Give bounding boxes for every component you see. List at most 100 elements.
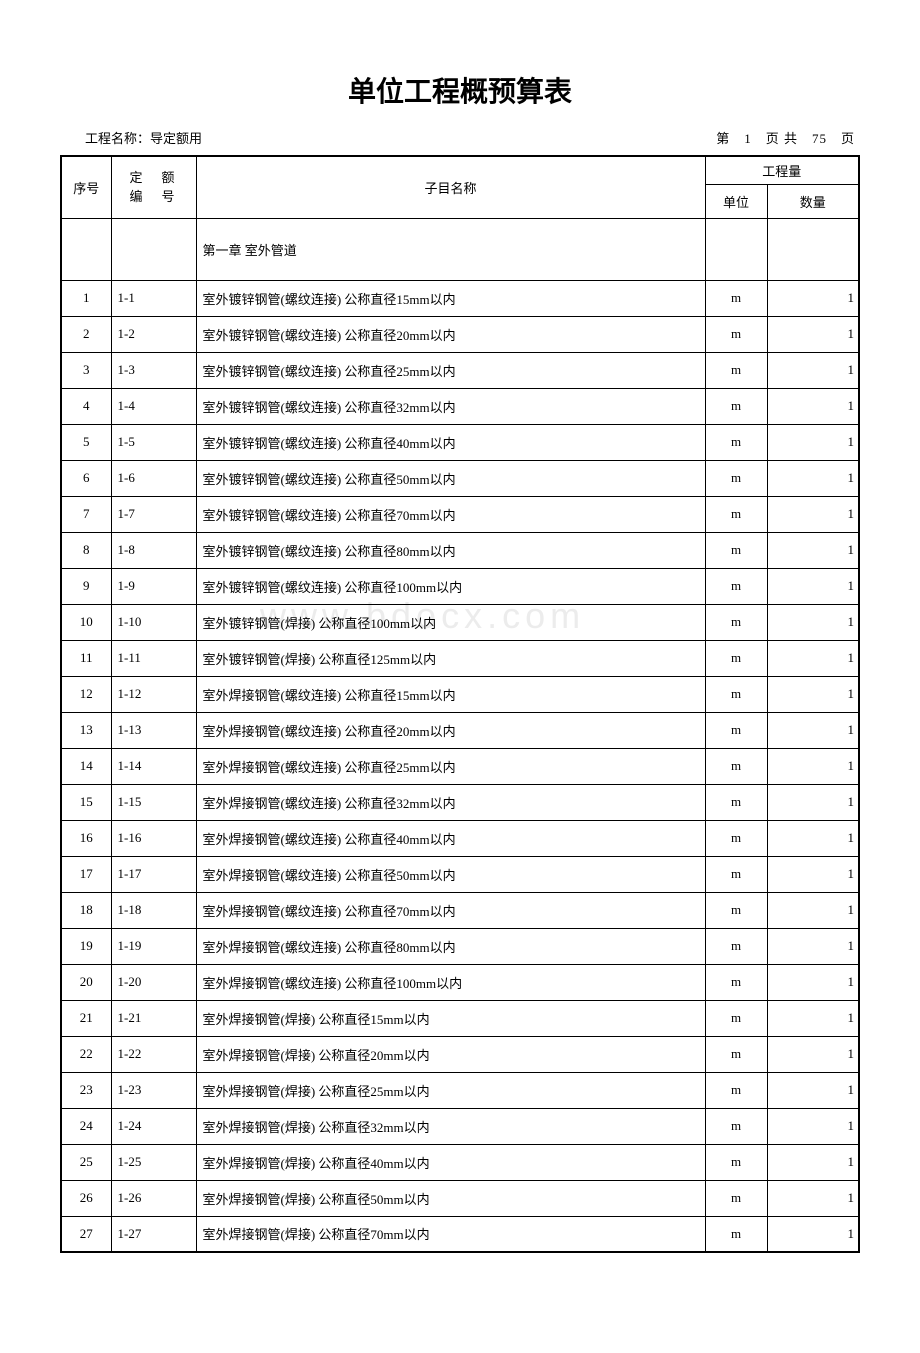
cell-seq: 5 <box>61 424 111 460</box>
th-amount: 数量 <box>767 184 859 218</box>
table-row: 81-8室外镀锌钢管(螺纹连接) 公称直径80mm以内m1 <box>61 532 859 568</box>
cell-seq: 13 <box>61 712 111 748</box>
cell-unit: m <box>705 532 767 568</box>
cell-seq: 26 <box>61 1180 111 1216</box>
cell-name: 室外镀锌钢管(螺纹连接) 公称直径25mm以内 <box>196 352 705 388</box>
table-row: 121-12室外焊接钢管(螺纹连接) 公称直径15mm以内m1 <box>61 676 859 712</box>
cell-amount: 1 <box>767 568 859 604</box>
cell-unit: m <box>705 964 767 1000</box>
cell-unit: m <box>705 1144 767 1180</box>
cell-unit: m <box>705 316 767 352</box>
cell-seq: 18 <box>61 892 111 928</box>
cell-code: 1-15 <box>111 784 196 820</box>
table-row: 111-11室外镀锌钢管(焊接) 公称直径125mm以内m1 <box>61 640 859 676</box>
cell-name: 室外镀锌钢管(螺纹连接) 公称直径32mm以内 <box>196 388 705 424</box>
cell-seq: 17 <box>61 856 111 892</box>
cell-seq: 4 <box>61 388 111 424</box>
cell-unit: m <box>705 496 767 532</box>
cell-seq: 25 <box>61 1144 111 1180</box>
project-name-value: 导定额用 <box>150 131 202 146</box>
cell-code: 1-1 <box>111 280 196 316</box>
table-row: 251-25室外焊接钢管(焊接) 公称直径40mm以内m1 <box>61 1144 859 1180</box>
cell-seq: 10 <box>61 604 111 640</box>
cell-name: 室外焊接钢管(螺纹连接) 公称直径40mm以内 <box>196 820 705 856</box>
cell-name: 室外焊接钢管(螺纹连接) 公称直径15mm以内 <box>196 676 705 712</box>
cell-unit: m <box>705 712 767 748</box>
th-qty-group: 工程量 <box>705 156 859 184</box>
cell-unit: m <box>705 280 767 316</box>
cell-seq: 7 <box>61 496 111 532</box>
cell-code: 1-2 <box>111 316 196 352</box>
cell-code: 1-14 <box>111 748 196 784</box>
cell-name: 室外镀锌钢管(焊接) 公称直径100mm以内 <box>196 604 705 640</box>
table-row: 61-6室外镀锌钢管(螺纹连接) 公称直径50mm以内m1 <box>61 460 859 496</box>
cell-amount: 1 <box>767 676 859 712</box>
cell-amount: 1 <box>767 1036 859 1072</box>
cell-unit: m <box>705 748 767 784</box>
cell-code: 1-4 <box>111 388 196 424</box>
page-title: 单位工程概预算表 <box>60 70 860 110</box>
cell-name: 室外镀锌钢管(螺纹连接) 公称直径15mm以内 <box>196 280 705 316</box>
section-unit <box>705 218 767 280</box>
cell-unit: m <box>705 424 767 460</box>
cell-seq: 16 <box>61 820 111 856</box>
table-row: 161-16室外焊接钢管(螺纹连接) 公称直径40mm以内m1 <box>61 820 859 856</box>
cell-seq: 8 <box>61 532 111 568</box>
cell-code: 1-16 <box>111 820 196 856</box>
cell-unit: m <box>705 604 767 640</box>
cell-name: 室外镀锌钢管(螺纹连接) 公称直径70mm以内 <box>196 496 705 532</box>
cell-unit: m <box>705 676 767 712</box>
table-row: 11-1室外镀锌钢管(螺纹连接) 公称直径15mm以内m1 <box>61 280 859 316</box>
cell-unit: m <box>705 1072 767 1108</box>
cell-name: 室外焊接钢管(焊接) 公称直径32mm以内 <box>196 1108 705 1144</box>
table-row: 231-23室外焊接钢管(焊接) 公称直径25mm以内m1 <box>61 1072 859 1108</box>
cell-amount: 1 <box>767 388 859 424</box>
cell-unit: m <box>705 640 767 676</box>
cell-seq: 21 <box>61 1000 111 1036</box>
cell-amount: 1 <box>767 1216 859 1252</box>
cell-amount: 1 <box>767 1000 859 1036</box>
cell-name: 室外镀锌钢管(螺纹连接) 公称直径40mm以内 <box>196 424 705 460</box>
cell-name: 室外焊接钢管(焊接) 公称直径25mm以内 <box>196 1072 705 1108</box>
page-header: 工程名称：导定额用 第 1 页 共 75 页 <box>60 128 860 147</box>
cell-name: 室外镀锌钢管(螺纹连接) 公称直径20mm以内 <box>196 316 705 352</box>
table-row: 271-27室外焊接钢管(焊接) 公称直径70mm以内m1 <box>61 1216 859 1252</box>
table-row: 141-14室外焊接钢管(螺纹连接) 公称直径25mm以内m1 <box>61 748 859 784</box>
cell-unit: m <box>705 388 767 424</box>
table-row: 71-7室外镀锌钢管(螺纹连接) 公称直径70mm以内m1 <box>61 496 859 532</box>
cell-amount: 1 <box>767 640 859 676</box>
cell-amount: 1 <box>767 424 859 460</box>
cell-amount: 1 <box>767 856 859 892</box>
cell-seq: 19 <box>61 928 111 964</box>
cell-unit: m <box>705 820 767 856</box>
table-row: 51-5室外镀锌钢管(螺纹连接) 公称直径40mm以内m1 <box>61 424 859 460</box>
cell-amount: 1 <box>767 604 859 640</box>
cell-code: 1-13 <box>111 712 196 748</box>
table-row: 31-3室外镀锌钢管(螺纹连接) 公称直径25mm以内m1 <box>61 352 859 388</box>
cell-name: 室外焊接钢管(螺纹连接) 公称直径25mm以内 <box>196 748 705 784</box>
cell-amount: 1 <box>767 280 859 316</box>
th-code-line2: 编 号 <box>129 189 177 204</box>
cell-code: 1-24 <box>111 1108 196 1144</box>
cell-name: 室外镀锌钢管(螺纹连接) 公称直径50mm以内 <box>196 460 705 496</box>
table-row: 171-17室外焊接钢管(螺纹连接) 公称直径50mm以内m1 <box>61 856 859 892</box>
table-row: 101-10室外镀锌钢管(焊接) 公称直径100mm以内m1 <box>61 604 859 640</box>
cell-amount: 1 <box>767 892 859 928</box>
th-unit: 单位 <box>705 184 767 218</box>
cell-name: 室外焊接钢管(螺纹连接) 公称直径32mm以内 <box>196 784 705 820</box>
cell-amount: 1 <box>767 820 859 856</box>
cell-code: 1-8 <box>111 532 196 568</box>
cell-seq: 14 <box>61 748 111 784</box>
page-info: 第 1 页 共 75 页 <box>716 128 855 147</box>
table-row: 201-20室外焊接钢管(螺纹连接) 公称直径100mm以内m1 <box>61 964 859 1000</box>
cell-amount: 1 <box>767 316 859 352</box>
cell-amount: 1 <box>767 1144 859 1180</box>
table-row: 91-9室外镀锌钢管(螺纹连接) 公称直径100mm以内m1 <box>61 568 859 604</box>
cell-name: 室外焊接钢管(螺纹连接) 公称直径20mm以内 <box>196 712 705 748</box>
table-row: 221-22室外焊接钢管(焊接) 公称直径20mm以内m1 <box>61 1036 859 1072</box>
project-label: 工程名称： <box>85 131 150 146</box>
cell-name: 室外镀锌钢管(螺纹连接) 公称直径100mm以内 <box>196 568 705 604</box>
cell-amount: 1 <box>767 532 859 568</box>
cell-code: 1-11 <box>111 640 196 676</box>
cell-seq: 3 <box>61 352 111 388</box>
